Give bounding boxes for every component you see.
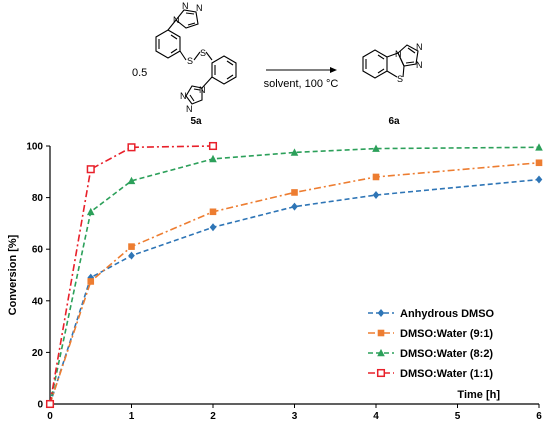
chart-series (45, 141, 543, 409)
data-point (86, 207, 95, 216)
x-tick-label: 5 (455, 411, 461, 422)
atom-s-label: S (200, 48, 206, 58)
data-point (45, 399, 55, 409)
reaction-arrow (266, 67, 337, 73)
product-label: 6a (388, 116, 400, 127)
y-tick-label: 80 (32, 193, 44, 204)
y-tick-label: 20 (32, 348, 44, 359)
x-tick-label: 4 (373, 411, 379, 422)
data-point (372, 144, 380, 152)
legend-label: DMSO:Water (8:2) (400, 348, 493, 360)
data-point (127, 143, 136, 152)
reaction-scheme: N N N S S N N N 0.5 5a solvent, 100 °C (132, 1, 423, 127)
legend-label: DMSO:Water (9:1) (400, 328, 493, 340)
atom-n-label: N (182, 1, 189, 11)
chart-axes: 0 20 40 60 80 100 0 1 2 3 4 5 6 (26, 142, 542, 423)
legend-label: Anhydrous DMSO (400, 308, 495, 320)
data-point (128, 243, 135, 250)
x-axis-label: Time [h] (457, 389, 500, 401)
x-tick-label: 6 (536, 411, 542, 422)
atom-n-label: N (186, 104, 193, 114)
data-point (535, 143, 543, 151)
product-structure (362, 44, 419, 79)
x-tick-label: 0 (47, 411, 53, 422)
y-tick-label: 0 (37, 400, 43, 411)
series-1 (46, 175, 543, 408)
legend-label: DMSO:Water (1:1) (400, 368, 493, 380)
data-point (128, 251, 135, 260)
atom-n-label: N (395, 49, 402, 59)
data-point (291, 202, 298, 211)
data-point (209, 223, 217, 232)
reactant-label: 5a (190, 116, 202, 127)
atom-n-label: N (173, 15, 180, 25)
atom-n-label: N (416, 60, 423, 70)
atom-n-label: N (416, 42, 423, 52)
data-point (209, 208, 217, 216)
data-point (209, 154, 217, 163)
legend-swatch-marker (377, 309, 385, 317)
atom-n-label: N (180, 91, 187, 101)
data-point (372, 173, 380, 181)
data-point (208, 141, 218, 151)
atom-n-label: N (196, 3, 203, 13)
y-tick-label: 60 (32, 245, 44, 256)
data-point (86, 165, 95, 174)
x-tick-label: 2 (210, 411, 216, 422)
data-point (87, 278, 95, 285)
data-point (291, 189, 298, 196)
reactant-structure (155, 9, 237, 105)
legend-item: Anhydrous DMSO (368, 308, 495, 320)
chart-legend: Anhydrous DMSO DMSO:Water (9:1) DMSO:Water… (368, 308, 495, 380)
y-tick-label: 100 (26, 142, 43, 153)
legend-swatch-marker (377, 348, 385, 357)
legend-item: DMSO:Water (8:2) (368, 348, 493, 360)
y-tick-label: 40 (32, 296, 44, 307)
reaction-conditions: solvent, 100 °C (264, 78, 339, 90)
y-axis-label: Conversion [%] (7, 234, 19, 315)
legend-swatch-marker (377, 329, 385, 337)
series-line (49, 145, 214, 405)
atom-s-label: S (187, 56, 193, 66)
legend-item: DMSO:Water (1:1) (368, 368, 493, 380)
data-point (535, 175, 543, 184)
data-point (127, 176, 136, 185)
conversion-chart: 0 20 40 60 80 100 0 1 2 3 4 5 6 Conversion [%] Time … (7, 141, 543, 423)
x-tick-label: 1 (129, 411, 135, 422)
data-point (290, 148, 299, 156)
data-point (535, 159, 543, 167)
atom-s-label: S (397, 74, 403, 84)
atom-n-label: N (199, 85, 206, 95)
stoichiometric-coefficient: 0.5 (132, 67, 147, 79)
x-tick-label: 3 (292, 411, 298, 422)
legend-swatch-marker (376, 368, 386, 378)
legend-item: DMSO:Water (9:1) (368, 328, 493, 340)
data-point (372, 191, 380, 200)
series-4 (45, 141, 218, 409)
